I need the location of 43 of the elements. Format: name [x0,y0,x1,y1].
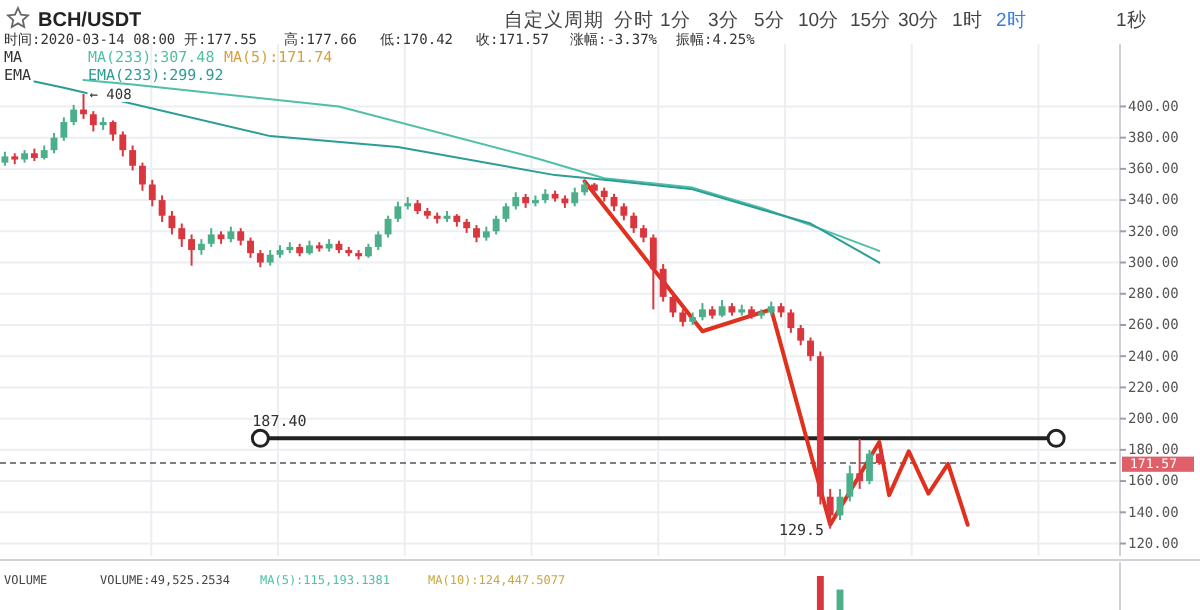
candlestick [394,200,402,223]
candlestick [807,336,814,362]
chart-title: BCH/USDT [38,10,142,32]
candlestick [247,236,254,259]
candlestick [571,186,579,208]
candlestick [826,487,834,530]
candlestick [178,222,186,248]
candlestick [139,161,146,192]
candlestick [207,227,215,248]
candlestick [846,464,854,503]
candlestick [659,263,667,303]
text: 1分 [660,8,691,32]
candlestick [129,144,137,172]
candlestick [787,308,795,334]
text: 30分 [898,8,940,32]
text: 1时 [952,8,983,32]
candlestick [188,233,196,267]
line-series [582,179,970,527]
candlestick [60,116,68,142]
candlestick [630,211,638,234]
candlestick [148,178,156,208]
candlestick [866,448,873,486]
text: 15分 [850,8,892,32]
text: 2时 [996,8,1027,32]
text: 分时 [614,8,654,32]
candlestick [384,214,392,239]
text: 10分 [798,8,840,32]
candlestick [856,437,864,490]
candlestick [70,103,78,127]
text: 3分 [708,8,739,32]
text: 自定义周期 [504,8,604,32]
candlestick [109,119,117,142]
candlestick [502,202,510,223]
candlestick [168,210,176,236]
candlestick [158,194,166,223]
candlestick [797,323,805,347]
text: 1秒 [1116,8,1147,32]
candlestick [649,233,657,311]
candlestick [374,230,382,252]
candlestick [492,214,500,236]
candlestick [89,110,97,133]
text: 5分 [754,8,785,32]
candlestick [119,130,127,158]
